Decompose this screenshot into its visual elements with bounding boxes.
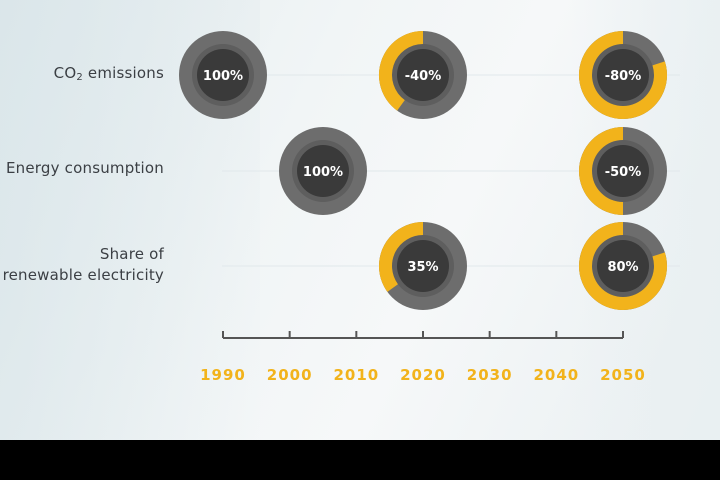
donut-center <box>397 49 449 101</box>
x-tick-label: 2000 <box>267 366 313 384</box>
donut-center <box>597 240 649 292</box>
donut-value-label: 100% <box>203 69 243 84</box>
x-tick-label: 2010 <box>333 366 379 384</box>
row-label-co2-emissions: CO2 emissions <box>53 64 164 83</box>
donut-center <box>297 145 349 197</box>
donut-value-label: -40% <box>405 69 442 84</box>
donut-highlight-arc <box>579 127 624 215</box>
donut-center <box>397 240 449 292</box>
x-tick-label: 2020 <box>400 366 446 384</box>
donut-value-label: 35% <box>407 260 438 275</box>
x-tick-label: 2040 <box>533 366 579 384</box>
donut-value-label: -80% <box>605 69 642 84</box>
donut-value-label: 100% <box>303 165 343 180</box>
donut-center <box>197 49 249 101</box>
donut-highlight-arc <box>579 31 667 119</box>
x-tick-label: 1990 <box>200 366 246 384</box>
donut-highlight-arc <box>579 222 667 310</box>
row-label-renewable-share: Share of renewable electricity <box>2 245 164 284</box>
donut-highlight-arc <box>379 222 424 292</box>
donut-center <box>597 145 649 197</box>
x-tick-label: 2030 <box>467 366 513 384</box>
donut-value-label: -50% <box>605 165 642 180</box>
donut-highlight-arc <box>379 31 424 111</box>
timeline-chart: 1990 2000 2010 2020 2030 2040 2050 100% -40% -80%… <box>179 31 680 384</box>
donut-value-label: 80% <box>607 260 638 275</box>
chart-stage: CO2 emissions Energy consumption Share o… <box>0 0 720 440</box>
row-label-energy-consumption: Energy consumption <box>5 159 164 177</box>
donut-center <box>597 49 649 101</box>
x-tick-label: 2050 <box>600 366 646 384</box>
